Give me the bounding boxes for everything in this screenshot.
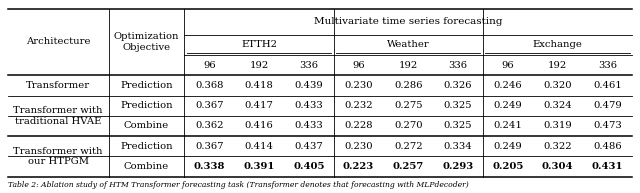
Text: 0.223: 0.223	[343, 162, 374, 171]
Text: Table 2: Ablation study of HTM Transformer forecasting task (Transformer denotes: Table 2: Ablation study of HTM Transform…	[8, 181, 468, 189]
Text: 0.461: 0.461	[593, 81, 622, 90]
Text: 0.334: 0.334	[444, 142, 472, 151]
Text: 192: 192	[250, 61, 269, 70]
Text: 0.230: 0.230	[344, 142, 373, 151]
Text: 0.270: 0.270	[394, 121, 422, 130]
Text: 0.338: 0.338	[193, 162, 225, 171]
Text: 0.324: 0.324	[543, 101, 572, 110]
Text: 0.439: 0.439	[294, 81, 323, 90]
Text: 96: 96	[203, 61, 216, 70]
Text: Exchange: Exchange	[532, 40, 582, 49]
Text: 0.367: 0.367	[195, 142, 223, 151]
Text: 0.249: 0.249	[493, 101, 522, 110]
Text: Transformer with
our HTPGM: Transformer with our HTPGM	[13, 147, 103, 166]
Text: Multivariate time series forecasting: Multivariate time series forecasting	[314, 17, 502, 26]
Text: 0.275: 0.275	[394, 101, 422, 110]
Text: 0.249: 0.249	[493, 142, 522, 151]
Text: Prediction: Prediction	[120, 81, 173, 90]
Text: 0.322: 0.322	[543, 142, 572, 151]
Text: Combine: Combine	[124, 162, 169, 171]
Text: 0.479: 0.479	[593, 101, 622, 110]
Text: 0.286: 0.286	[394, 81, 422, 90]
Text: 0.232: 0.232	[344, 101, 373, 110]
Text: 0.431: 0.431	[592, 162, 623, 171]
Text: Architecture: Architecture	[26, 37, 90, 47]
Text: 0.414: 0.414	[244, 142, 273, 151]
Text: 0.205: 0.205	[492, 162, 524, 171]
Text: Weather: Weather	[387, 40, 429, 49]
Text: 0.326: 0.326	[444, 81, 472, 90]
Text: 0.417: 0.417	[244, 101, 273, 110]
Text: 336: 336	[449, 61, 468, 70]
Text: 0.304: 0.304	[542, 162, 573, 171]
Text: 0.437: 0.437	[294, 142, 323, 151]
Text: 0.405: 0.405	[293, 162, 324, 171]
Text: Transformer: Transformer	[26, 81, 90, 90]
Text: 0.325: 0.325	[444, 121, 472, 130]
Text: 0.367: 0.367	[195, 101, 223, 110]
Text: 0.418: 0.418	[244, 81, 273, 90]
Text: 0.473: 0.473	[593, 121, 622, 130]
Text: 0.416: 0.416	[244, 121, 273, 130]
Text: 0.433: 0.433	[294, 101, 323, 110]
Text: Optimization
Objective: Optimization Objective	[114, 32, 179, 52]
Text: 0.241: 0.241	[493, 121, 522, 130]
Text: 0.433: 0.433	[294, 121, 323, 130]
Text: 0.230: 0.230	[344, 81, 373, 90]
Text: 0.293: 0.293	[442, 162, 474, 171]
Text: 336: 336	[598, 61, 617, 70]
Text: 336: 336	[300, 61, 318, 70]
Text: ETTH2: ETTH2	[241, 40, 277, 49]
Text: 0.319: 0.319	[543, 121, 572, 130]
Text: 0.246: 0.246	[493, 81, 522, 90]
Text: 0.368: 0.368	[195, 81, 223, 90]
Text: 192: 192	[399, 61, 418, 70]
Text: Prediction: Prediction	[120, 142, 173, 151]
Text: 0.325: 0.325	[444, 101, 472, 110]
Text: 192: 192	[548, 61, 567, 70]
Text: 96: 96	[502, 61, 514, 70]
Text: 0.228: 0.228	[344, 121, 373, 130]
Text: Transformer with
traditional HVAE: Transformer with traditional HVAE	[13, 106, 103, 125]
Text: 0.486: 0.486	[593, 142, 621, 151]
Text: 0.257: 0.257	[393, 162, 424, 171]
Text: Prediction: Prediction	[120, 101, 173, 110]
Text: 0.320: 0.320	[543, 81, 572, 90]
Text: 0.362: 0.362	[195, 121, 223, 130]
Text: 96: 96	[352, 61, 365, 70]
Text: 0.391: 0.391	[243, 162, 275, 171]
Text: 0.272: 0.272	[394, 142, 422, 151]
Text: Combine: Combine	[124, 121, 169, 130]
